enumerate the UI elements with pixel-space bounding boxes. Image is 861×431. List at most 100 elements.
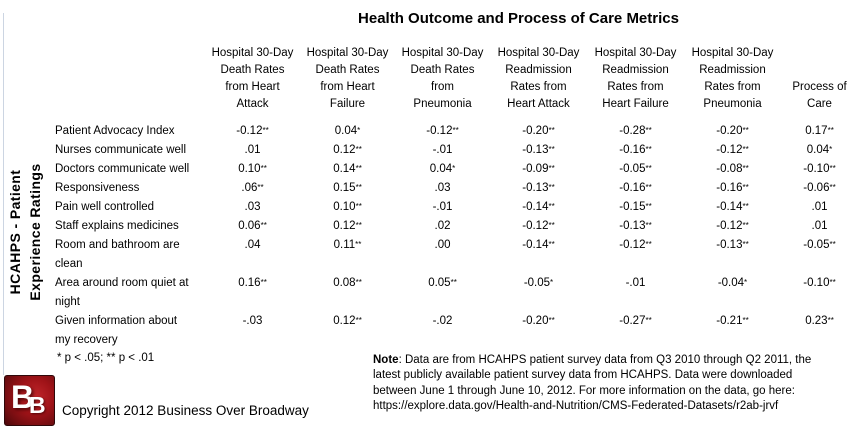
column-header: Hospital 30-Day Death Rates from Heart Atta… (211, 47, 294, 110)
note-url: https://explore.data.gov/Health-and-Nutr… (373, 399, 779, 412)
significance-stars: ** (645, 183, 652, 192)
corr-cell: 0.12** (333, 144, 362, 156)
table-header: Hospital 30-Day Death Rates from Heart Atta… (55, 45, 858, 122)
significance-stars: ** (742, 126, 749, 135)
significance-stars: ** (645, 240, 652, 249)
corr-cell: -0.10** (803, 277, 836, 289)
table-row: Room and bathroom are clean .04 0.11** .00 -0… (55, 236, 858, 274)
significance-stars: ** (742, 183, 749, 192)
corr-cell: 0.16** (238, 277, 267, 289)
significance-stars: * (550, 278, 554, 287)
significance-footnote: * p < .05; ** p < .01 (57, 352, 155, 364)
significance-stars: ** (742, 145, 749, 154)
corr-cell: -0.05** (619, 163, 652, 175)
significance-stars: ** (262, 126, 269, 135)
corr-cell: -0.20** (716, 125, 749, 137)
table-row: Patient Advocacy Index -0.12** 0.04* -0.12*… (55, 122, 858, 141)
significance-stars: ** (645, 316, 652, 325)
row-label: Responsiveness (55, 182, 140, 194)
corner-cell (55, 45, 205, 122)
corr-cell: 0.04* (806, 144, 833, 156)
corr-cell: -.03 (242, 315, 263, 327)
corr-cell: -.01 (432, 201, 453, 213)
corr-cell: 0.15** (333, 182, 362, 194)
row-label: Patient Advocacy Index (55, 125, 175, 137)
corr-cell: -0.13** (522, 144, 555, 156)
corr-cell: 0.17** (805, 125, 834, 137)
corr-cell: -0.16** (619, 144, 652, 156)
significance-stars: ** (742, 202, 749, 211)
row-label: Given information about my recovery (55, 315, 178, 346)
significance-stars: ** (742, 221, 749, 230)
corr-cell: -.01 (432, 144, 453, 156)
significance-stars: ** (548, 240, 555, 249)
copyright-text: Copyright 2012 Business Over Broadway (62, 403, 309, 418)
row-label: Nurses communicate well (55, 144, 187, 156)
corr-cell: 0.12** (333, 220, 362, 232)
corr-cell: 0.04* (334, 125, 361, 137)
significance-stars: ** (829, 240, 836, 249)
significance-stars: ** (355, 145, 362, 154)
significance-stars: ** (355, 316, 362, 325)
significance-stars: ** (355, 183, 362, 192)
column-header: Process of Care (792, 81, 847, 110)
corr-cell: .03 (434, 182, 451, 194)
significance-stars: ** (548, 202, 555, 211)
corr-cell: -0.15** (619, 201, 652, 213)
significance-stars: ** (645, 126, 652, 135)
corr-cell: .02 (434, 220, 451, 232)
corr-cell: -0.20** (522, 125, 555, 137)
note-line-2: latest publicly available patient survey… (373, 369, 793, 382)
corr-cell: -0.12** (426, 125, 459, 137)
corr-cell: -0.12** (619, 239, 652, 251)
row-label: Room and bathroom are clean (55, 239, 180, 270)
note-line-1: : Data are from HCAHPS patient survey da… (398, 354, 812, 366)
data-source-note: Note: Data are from HCAHPS patient surve… (373, 353, 859, 414)
corr-cell: -0.09** (522, 163, 555, 175)
significance-stars: ** (548, 164, 555, 173)
corr-cell: -0.04* (717, 277, 748, 289)
significance-stars: * (452, 164, 456, 173)
figure-title: Health Outcome and Process of Care Metri… (358, 10, 679, 27)
column-header: Hospital 30-Day Death Rates from Heart Fail… (306, 47, 389, 110)
corr-cell: -0.16** (716, 182, 749, 194)
corr-cell: 0.14** (333, 163, 362, 175)
significance-stars: ** (452, 126, 459, 135)
table-row: Doctors communicate well 0.10** 0.14** 0.04… (55, 160, 858, 179)
corr-cell: -.02 (432, 315, 453, 327)
significance-stars: ** (827, 316, 834, 325)
row-group-axis-label: HCAHPS - Patient Experience Ratings (5, 110, 47, 354)
row-group-axis-label-line1: HCAHPS - Patient (7, 169, 23, 295)
corr-cell: -0.10** (803, 163, 836, 175)
column-header: Hospital 30-Day Readmission Rates from Hear… (594, 47, 677, 110)
corr-cell: 0.08** (333, 277, 362, 289)
business-over-broadway-logo: B B (4, 375, 55, 426)
significance-stars: ** (355, 240, 362, 249)
corr-cell: 0.04* (429, 163, 456, 175)
corr-cell: -0.16** (619, 182, 652, 194)
significance-stars: ** (548, 126, 555, 135)
corr-cell: -0.12** (716, 220, 749, 232)
corr-cell: -0.14** (716, 201, 749, 213)
corr-cell: .03 (244, 201, 261, 213)
corr-cell: -0.13** (716, 239, 749, 251)
note-line-3: between June 1 through June 10, 2012. Fo… (373, 384, 795, 397)
significance-stars: * (357, 126, 361, 135)
corr-cell: 0.23** (805, 315, 834, 327)
significance-stars: ** (260, 278, 267, 287)
corr-cell: 0.11** (333, 239, 362, 251)
table-body: Patient Advocacy Index -0.12** 0.04* -0.12*… (55, 122, 858, 350)
significance-stars: ** (355, 164, 362, 173)
table-row: Given information about my recovery -.03 0.… (55, 312, 858, 350)
column-header: Hospital 30-Day Readmission Rates from Pneu… (691, 47, 774, 110)
corr-cell: -0.12** (522, 220, 555, 232)
significance-stars: ** (742, 164, 749, 173)
corr-cell: -0.14** (522, 201, 555, 213)
row-label: Pain well controlled (55, 201, 155, 213)
corr-cell: .04 (244, 239, 261, 251)
corr-cell: .01 (811, 201, 828, 213)
column-header: Hospital 30-Day Death Rates from Pneumonia (401, 47, 484, 110)
row-label: Area around room quiet at night (55, 277, 189, 308)
corr-cell: -0.28** (619, 125, 652, 137)
table-row: Staff explains medicines 0.06** 0.12** .02 -… (55, 217, 858, 236)
